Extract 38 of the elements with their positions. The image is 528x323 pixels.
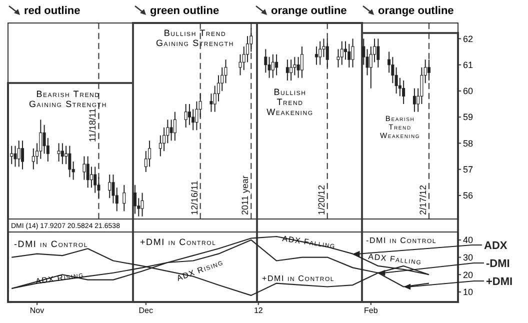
text: orange outline xyxy=(378,5,454,17)
annotation: Bullish Trend Gaining Strength xyxy=(156,28,234,48)
text: +DMI xyxy=(486,276,513,288)
y-tick-label: 30 xyxy=(463,252,474,262)
annotation: ADX Rising xyxy=(35,270,85,286)
y-tick-label: 10 xyxy=(463,287,474,298)
annotation: +DMI in Control xyxy=(262,274,335,283)
text: red outline xyxy=(24,5,80,17)
annotation: -DMI in Control xyxy=(366,236,437,245)
y-tick-label: 59 xyxy=(463,112,474,122)
annotation: ADX Falling xyxy=(368,252,422,267)
annotation: -DMI in Control xyxy=(14,239,88,249)
y-tick-label: 56 xyxy=(463,190,474,201)
y-tick-label: 60 xyxy=(463,86,474,96)
x-tick-label: Dec xyxy=(138,306,154,315)
annotation: Bullish Trend Weakening xyxy=(266,87,314,117)
ref-line-label: 12/16/11 xyxy=(189,180,200,215)
text: orange outline xyxy=(271,5,347,17)
ref-line-label: 1/20/12 xyxy=(316,184,326,215)
y-tick-label: 40 xyxy=(463,235,474,246)
ref-line-label: 2/17/12 xyxy=(418,184,428,215)
y-tick-label: 61 xyxy=(463,60,474,70)
text: green outline xyxy=(150,5,220,17)
text: -DMI xyxy=(486,258,510,270)
ref-line-label: 2011 year xyxy=(240,176,250,215)
x-tick-label: 12 xyxy=(254,306,264,315)
annotation: ADX Rising xyxy=(176,258,225,283)
ref-line-label: 11/18/11 xyxy=(88,108,98,142)
x-tick-label: Feb xyxy=(364,306,378,315)
annotation: Bearish Trend Gaining Strength xyxy=(29,89,107,109)
x-tick-label: Nov xyxy=(30,306,44,315)
annotation: +DMI in Control xyxy=(140,237,216,247)
y-tick-label: 57 xyxy=(463,164,474,174)
text: ADX xyxy=(484,240,508,252)
y-tick-label: 20 xyxy=(463,270,474,280)
y-tick-label: 58 xyxy=(463,138,474,148)
y-tick-label: 62 xyxy=(463,34,474,44)
annotation: ADX Falling xyxy=(282,234,336,250)
